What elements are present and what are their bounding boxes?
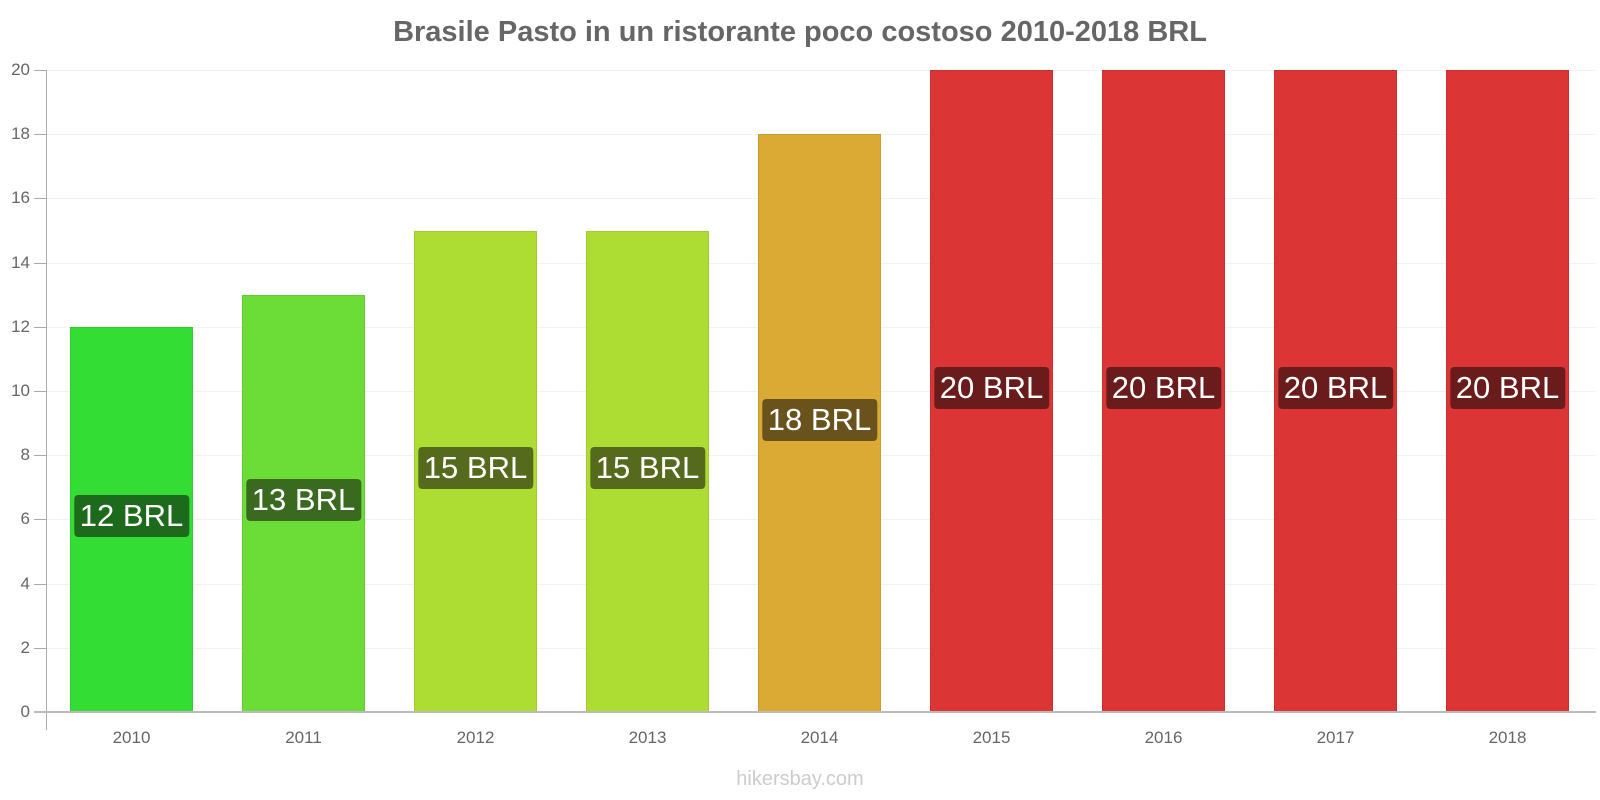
bar-value-label: 20 BRL — [933, 367, 1050, 409]
y-tick-label: 18 — [11, 124, 30, 144]
x-axis-line — [34, 711, 1596, 713]
y-axis-line — [46, 70, 47, 730]
bar-value-label: 20 BRL — [1449, 367, 1566, 409]
bar-value-label: 20 BRL — [1277, 367, 1394, 409]
bar-2010[interactable]: 12 BRL — [70, 326, 193, 712]
y-tick-mark — [34, 198, 46, 200]
y-tick-label: 20 — [11, 60, 30, 79]
bar-2017[interactable]: 20 BRL — [1274, 70, 1397, 712]
y-tick-mark — [34, 391, 46, 392]
y-tick-label: 8 — [20, 445, 30, 465]
y-tick-mark — [34, 647, 46, 649]
y-tick-mark — [34, 70, 46, 71]
x-tick-label: 2016 — [1144, 728, 1183, 747]
bar-value-label: 15 BRL — [589, 447, 706, 490]
y-tick-mark — [34, 583, 46, 585]
y-tick-label: 0 — [20, 702, 30, 721]
y-tick-label: 10 — [11, 381, 30, 400]
y-tick-label: 4 — [20, 573, 30, 593]
y-tick-mark — [34, 519, 46, 521]
y-tick-label: 16 — [11, 188, 30, 208]
x-tick-label: 2012 — [456, 728, 495, 747]
y-tick-label: 6 — [20, 509, 30, 529]
bar-2014[interactable]: 18 BRL — [758, 134, 881, 712]
x-tick-label: 2017 — [1316, 728, 1355, 747]
y-tick-mark — [34, 455, 46, 457]
x-tick-label: 2018 — [1488, 728, 1527, 747]
x-tick-label: 2010 — [112, 728, 151, 747]
y-tick-label: 14 — [11, 252, 30, 272]
watermark: hikersbay.com — [736, 768, 864, 790]
bar-value-label: 12 BRL — [73, 495, 190, 538]
bar-value-label: 18 BRL — [761, 399, 878, 442]
chart-title: Brasile Pasto in un ristorante poco cost… — [393, 16, 1207, 48]
bar-value-label: 13 BRL — [245, 479, 362, 522]
bar-2016[interactable]: 20 BRL — [1102, 70, 1225, 712]
x-tick-label: 2013 — [628, 728, 667, 747]
bar-value-label: 15 BRL — [417, 447, 534, 490]
x-tick-label: 2014 — [800, 728, 839, 747]
y-tick-label: 2 — [20, 637, 30, 657]
bar-2015[interactable]: 20 BRL — [930, 70, 1053, 712]
y-tick-mark — [34, 134, 46, 136]
y-tick-label: 12 — [11, 316, 30, 336]
bar-2013[interactable]: 15 BRL — [586, 230, 709, 712]
x-tick-label: 2011 — [285, 728, 322, 747]
bar-value-label: 20 BRL — [1105, 367, 1222, 409]
bar-2012[interactable]: 15 BRL — [414, 230, 537, 712]
bar-2018[interactable]: 20 BRL — [1446, 70, 1569, 712]
y-tick-mark — [34, 262, 46, 264]
gridline — [46, 70, 1596, 71]
bar-2011[interactable]: 13 BRL — [242, 294, 365, 712]
x-tick-label: 2015 — [972, 728, 1011, 747]
y-tick-mark — [34, 326, 46, 328]
